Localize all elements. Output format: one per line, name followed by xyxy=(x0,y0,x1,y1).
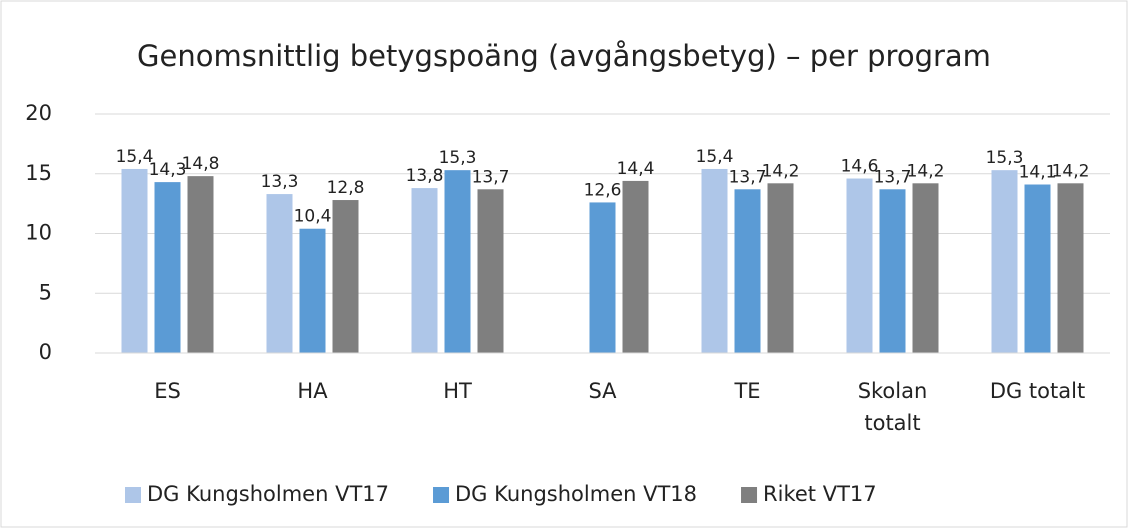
bar xyxy=(121,168,148,353)
x-tick-label: TE xyxy=(733,379,760,403)
value-label: 14,2 xyxy=(762,161,800,181)
x-tick-label: DG totalt xyxy=(990,379,1085,403)
x-tick-label: HT xyxy=(443,379,472,403)
y-tick-label: 5 xyxy=(39,280,52,304)
value-label: 12,6 xyxy=(584,180,622,200)
value-label: 15,4 xyxy=(696,147,734,167)
chart-title: Genomsnittlig betygspoäng (avgångsbetyg)… xyxy=(137,39,991,73)
bar xyxy=(154,182,181,353)
value-label: 14,1 xyxy=(1019,163,1057,183)
value-label: 13,7 xyxy=(874,167,912,187)
y-tick-label: 10 xyxy=(25,221,52,245)
y-tick-label: 0 xyxy=(39,340,52,364)
legend-label: DG Kungsholmen VT18 xyxy=(455,482,697,506)
bar xyxy=(332,200,359,353)
bar xyxy=(299,228,326,353)
value-label: 13,8 xyxy=(406,166,444,186)
bar xyxy=(701,168,728,353)
legend-label: DG Kungsholmen VT17 xyxy=(147,482,389,506)
value-label: 14,4 xyxy=(617,159,655,179)
legend-swatch xyxy=(433,487,450,503)
bar xyxy=(912,183,939,353)
value-label: 14,3 xyxy=(149,160,187,180)
bar xyxy=(266,194,293,353)
value-label: 15,3 xyxy=(986,148,1024,168)
value-label: 14,2 xyxy=(907,161,945,181)
bar xyxy=(477,189,504,353)
bar xyxy=(734,189,761,353)
bar xyxy=(991,170,1018,353)
bar xyxy=(1057,183,1084,353)
bar xyxy=(187,176,214,353)
value-label: 12,8 xyxy=(327,178,365,198)
bar xyxy=(589,202,616,353)
value-label: 13,7 xyxy=(472,167,510,187)
value-label: 13,7 xyxy=(729,167,767,187)
bar xyxy=(1024,184,1051,353)
bar xyxy=(846,178,873,353)
x-tick-label: SA xyxy=(588,379,617,403)
value-label: 13,3 xyxy=(261,172,299,192)
value-label: 14,6 xyxy=(841,157,879,177)
x-tick-label: HA xyxy=(297,379,328,403)
x-tick-label: ES xyxy=(154,379,181,403)
legend-swatch xyxy=(741,487,758,503)
value-label: 14,2 xyxy=(1052,161,1090,181)
bar xyxy=(767,183,794,353)
value-label: 15,4 xyxy=(116,147,154,167)
bar xyxy=(622,180,649,353)
legend-swatch xyxy=(125,487,141,503)
x-tick-label: Skolan totalt xyxy=(858,379,928,435)
value-label: 15,3 xyxy=(439,148,477,168)
value-label: 10,4 xyxy=(294,207,332,227)
y-tick-label: 15 xyxy=(25,161,52,185)
bar xyxy=(444,170,471,353)
bar xyxy=(879,189,906,353)
value-label: 14,8 xyxy=(182,154,220,174)
y-tick-label: 20 xyxy=(25,101,52,125)
bar xyxy=(411,188,438,353)
legend-label: Riket VT17 xyxy=(763,482,877,506)
